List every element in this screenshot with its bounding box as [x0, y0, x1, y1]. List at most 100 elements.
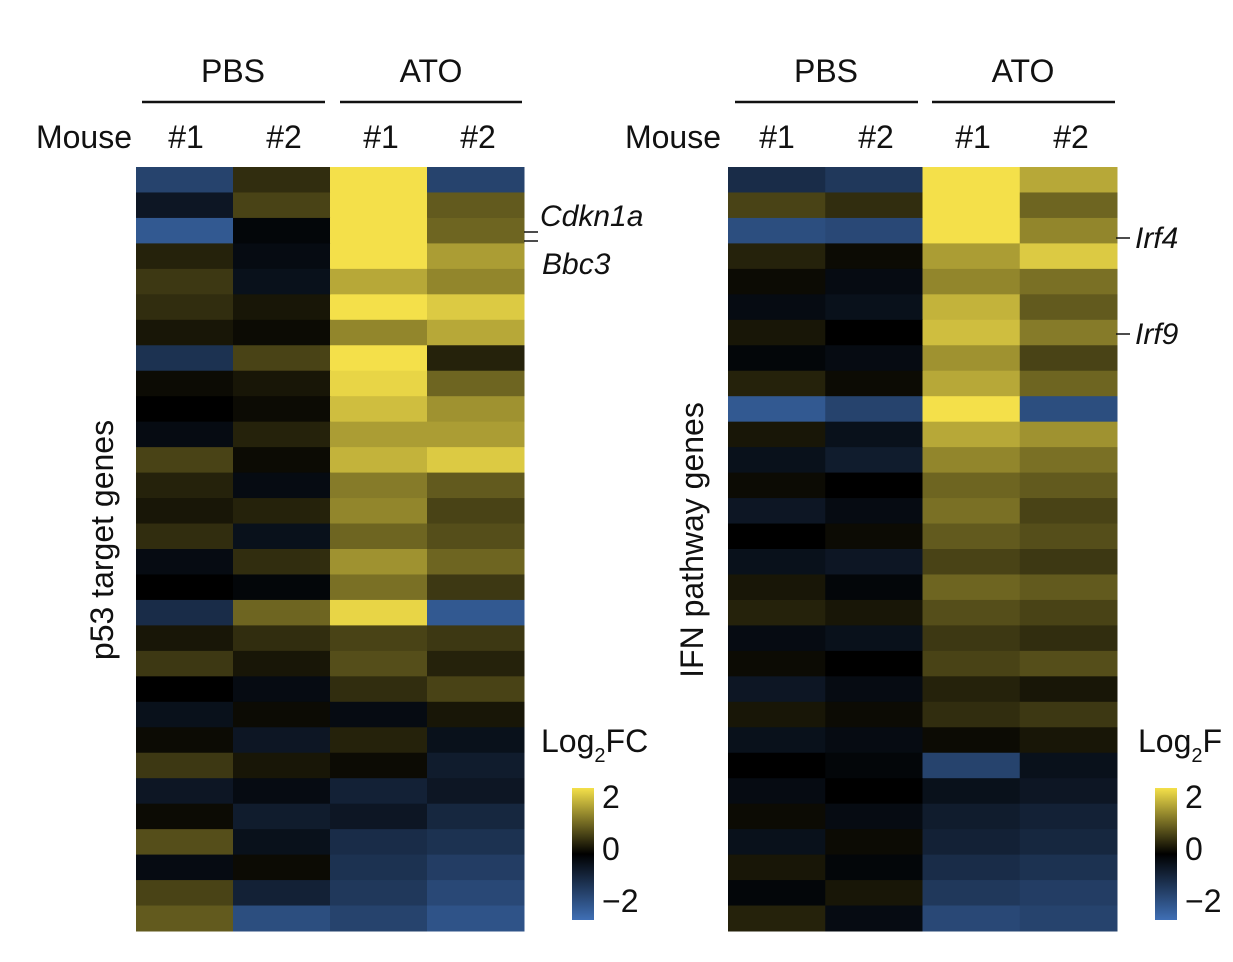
heatmap-cell — [136, 905, 234, 932]
heatmap-cell — [233, 650, 331, 677]
heatmap-cell — [1019, 523, 1118, 550]
group-label-pbs-left: PBS — [201, 53, 265, 89]
heatmap-cell — [136, 192, 234, 219]
heatmap-cell — [1019, 421, 1118, 448]
mouse-label-left: Mouse — [36, 119, 132, 155]
heatmap-cell — [427, 396, 525, 423]
heatmap-cell — [825, 727, 923, 754]
heatmap-cell — [136, 854, 234, 881]
heatmap-cell — [427, 803, 525, 830]
group-label-pbs-right: PBS — [794, 53, 858, 89]
heatmap-cell — [825, 752, 923, 779]
heatmap-cell — [233, 778, 331, 805]
heatmap-cell — [728, 625, 826, 652]
heatmap-cell — [330, 752, 428, 779]
column-label-right-3: #1 — [955, 119, 991, 155]
heatmap-cell — [330, 778, 428, 805]
heatmap-cell — [728, 778, 826, 805]
heatmap-cell — [330, 523, 428, 550]
heatmap-cell — [330, 599, 428, 626]
heatmap-cell — [233, 549, 331, 575]
heatmap-cell — [233, 599, 331, 626]
heatmap-cell — [136, 829, 234, 856]
heatmap-cell — [922, 650, 1021, 677]
heatmap-cell — [728, 421, 826, 448]
heatmap-cell — [825, 396, 923, 423]
heatmap-cell — [728, 294, 826, 321]
heatmap-cell — [427, 778, 525, 805]
heatmap-cell — [330, 905, 428, 932]
heatmap-cell — [233, 268, 331, 295]
heatmap-cell — [922, 345, 1021, 372]
heatmap-cell — [330, 447, 428, 474]
heatmap-cell — [330, 625, 428, 652]
heatmap-cell — [922, 752, 1021, 779]
heatmap-cell — [427, 447, 525, 474]
heatmap-cell — [1019, 243, 1118, 270]
heatmap-cell — [233, 472, 331, 499]
heatmap-cell — [427, 625, 525, 652]
heatmap-cell — [427, 905, 525, 932]
heatmap-cell — [233, 370, 331, 397]
heatmap-cell — [233, 574, 331, 601]
heatmap-cell — [922, 167, 1021, 193]
annotation-bbc3-label: Bbc3 — [542, 248, 611, 281]
heatmap-cell — [825, 498, 923, 525]
heatmap-cell — [233, 829, 331, 856]
heatmap-cell — [330, 268, 428, 295]
colorbar-tick-left-low: −2 — [602, 883, 638, 919]
heatmap-cell — [330, 854, 428, 881]
column-label-left-1: #1 — [168, 119, 204, 155]
heatmap-cell — [233, 319, 331, 346]
heatmap-cell — [1019, 472, 1118, 499]
heatmap-cell — [1019, 217, 1118, 244]
group-label-ato-right: ATO — [992, 53, 1055, 89]
heatmap-cell — [233, 701, 331, 728]
heatmap-cell — [825, 701, 923, 728]
heatmap-cell — [330, 421, 428, 448]
annotation-irf4: Irf4 — [1116, 222, 1178, 255]
annotation-irf9-label: Irf9 — [1135, 318, 1179, 351]
heatmap-cell — [922, 243, 1021, 270]
heatmap-cell — [233, 192, 331, 219]
heatmap-right — [728, 167, 1118, 932]
heatmap-cell — [728, 574, 826, 601]
heatmap-cell — [728, 752, 826, 779]
heatmap-cell — [427, 854, 525, 881]
heatmap-cell — [427, 345, 525, 372]
heatmap-cell — [136, 167, 234, 193]
heatmap-cell — [233, 447, 331, 474]
heatmap-cell — [427, 294, 525, 321]
heatmap-cell — [922, 778, 1021, 805]
heatmap-cell — [427, 676, 525, 703]
heatmap-cell — [825, 192, 923, 219]
heatmap-cell — [136, 752, 234, 779]
heatmap-cell — [427, 701, 525, 728]
heatmap-cell — [136, 803, 234, 830]
heatmap-cell — [922, 625, 1021, 652]
heatmap-cell — [1019, 294, 1118, 321]
heatmap-cell — [330, 396, 428, 423]
heatmap-cell — [728, 192, 826, 219]
heatmap-cell — [825, 421, 923, 448]
heatmap-cell — [825, 650, 923, 677]
colorbar-gradient-right — [1155, 788, 1177, 920]
heatmap-cell — [136, 701, 234, 728]
heatmap-cell — [233, 217, 331, 244]
heatmap-cell — [1019, 447, 1118, 474]
heatmap-cell — [330, 370, 428, 397]
heatmap-cell — [136, 880, 234, 907]
heatmap-cell — [136, 268, 234, 295]
heatmap-cell — [728, 498, 826, 525]
heatmap-cell — [728, 167, 826, 193]
heatmap-cell — [427, 370, 525, 397]
heatmap-cell — [136, 549, 234, 575]
heatmap-cell — [1019, 803, 1118, 830]
heatmap-cell — [825, 854, 923, 881]
heatmap-cell — [825, 167, 923, 193]
heatmap-cell — [922, 192, 1021, 219]
heatmap-cell — [922, 319, 1021, 346]
heatmap-cell — [330, 192, 428, 219]
heatmap-cell — [922, 803, 1021, 830]
